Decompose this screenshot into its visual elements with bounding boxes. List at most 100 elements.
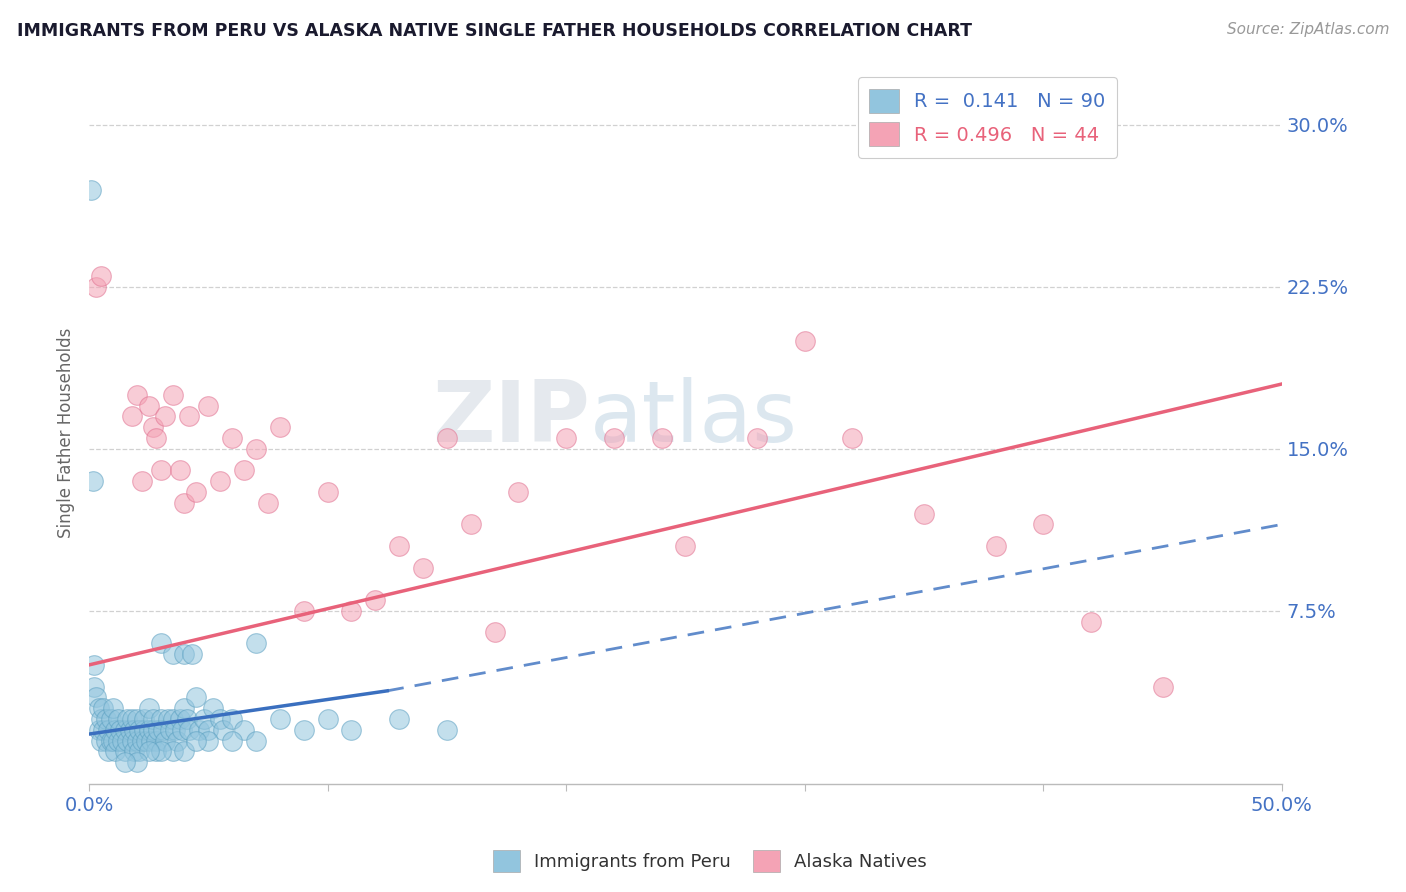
Point [176,712,198,726]
Point [187,723,209,737]
Point [159,723,181,737]
Point [169,463,191,477]
Point [94,712,117,726]
Point [292,723,315,737]
Point [107,733,129,747]
Point [115,712,138,726]
Point [125,712,148,726]
Point [84,690,107,705]
Point [128,744,150,758]
Point [651,431,673,445]
Point [145,431,167,445]
Point [82,474,104,488]
Text: IMMIGRANTS FROM PERU VS ALASKA NATIVE SINGLE FATHER HOUSEHOLDS CORRELATION CHART: IMMIGRANTS FROM PERU VS ALASKA NATIVE SI… [17,22,972,40]
Point [83,657,105,672]
Point [412,560,434,574]
Point [211,723,233,737]
Point [138,399,160,413]
Point [197,723,219,737]
Point [197,733,219,747]
Point [155,733,177,747]
Point [508,485,530,500]
Point [1152,680,1174,694]
Point [169,712,191,726]
Point [93,723,115,737]
Point [484,625,506,640]
Point [316,712,339,726]
Point [364,593,387,607]
Point [149,744,172,758]
Point [675,539,697,553]
Point [132,712,155,726]
Point [114,744,136,758]
Point [316,485,339,500]
Point [162,647,184,661]
Point [152,723,174,737]
Point [162,744,184,758]
Point [436,723,458,737]
Point [145,744,167,758]
Point [156,712,179,726]
Point [841,431,863,445]
Point [84,279,107,293]
Point [257,496,280,510]
Point [460,517,482,532]
Point [148,723,170,737]
Point [269,712,291,726]
Point [132,723,155,737]
Point [221,733,243,747]
Point [87,701,110,715]
Point [138,723,160,737]
Point [173,744,195,758]
Text: Source: ZipAtlas.com: Source: ZipAtlas.com [1226,22,1389,37]
Point [555,431,578,445]
Point [221,712,243,726]
Point [221,431,243,445]
Point [173,496,195,510]
Point [90,712,112,726]
Point [388,712,411,726]
Point [87,723,110,737]
Point [128,723,150,737]
Point [114,755,136,769]
Point [97,744,120,758]
Point [80,182,103,196]
Point [1080,615,1102,629]
Point [388,539,411,553]
Point [114,723,136,737]
Point [121,409,143,424]
Point [121,733,143,747]
Text: atlas: atlas [591,377,799,460]
Point [603,431,626,445]
Point [124,744,146,758]
Point [101,701,124,715]
Point [233,723,256,737]
Point [138,701,160,715]
Point [245,442,267,456]
Point [115,733,138,747]
Point [912,507,935,521]
Point [984,539,1007,553]
Point [292,604,315,618]
Point [186,485,208,500]
Point [100,712,122,726]
Point [162,388,184,402]
Point [90,268,112,283]
Point [107,712,129,726]
Point [93,701,115,715]
Legend: R =  0.141   N = 90, R = 0.496   N = 44: R = 0.141 N = 90, R = 0.496 N = 44 [858,77,1116,158]
Point [131,474,153,488]
Point [104,744,127,758]
Point [340,604,363,618]
Point [233,463,256,477]
Point [118,723,141,737]
Point [101,733,124,747]
Point [193,712,215,726]
Point [139,733,162,747]
Point [125,755,148,769]
Point [172,723,194,737]
Point [436,431,458,445]
Point [142,420,165,434]
Point [209,474,232,488]
Point [131,733,153,747]
